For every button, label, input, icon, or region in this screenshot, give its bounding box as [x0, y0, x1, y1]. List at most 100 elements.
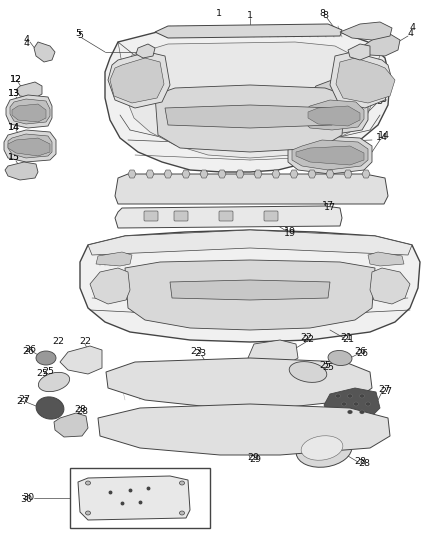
Polygon shape [272, 170, 280, 178]
Polygon shape [165, 105, 335, 128]
Polygon shape [8, 134, 52, 158]
Ellipse shape [342, 402, 346, 406]
Text: 4: 4 [23, 39, 29, 49]
Polygon shape [218, 170, 226, 178]
Polygon shape [290, 170, 298, 178]
Text: 25: 25 [319, 360, 331, 369]
Polygon shape [8, 138, 50, 156]
Polygon shape [155, 85, 345, 152]
Text: 15: 15 [8, 154, 20, 163]
Polygon shape [170, 280, 330, 300]
Polygon shape [360, 34, 400, 56]
Text: 12: 12 [10, 76, 22, 85]
Text: 30: 30 [20, 496, 32, 505]
Ellipse shape [365, 402, 371, 406]
Polygon shape [308, 106, 360, 126]
Polygon shape [54, 413, 88, 437]
Polygon shape [12, 104, 46, 122]
Polygon shape [362, 170, 370, 178]
Polygon shape [326, 170, 334, 178]
Text: 27: 27 [18, 395, 30, 405]
Text: 22: 22 [300, 334, 312, 343]
Polygon shape [370, 268, 410, 304]
Polygon shape [115, 174, 388, 204]
Polygon shape [340, 22, 392, 40]
Polygon shape [128, 170, 136, 178]
Ellipse shape [180, 511, 184, 515]
Text: 1: 1 [216, 10, 222, 19]
Ellipse shape [85, 511, 91, 515]
Text: 27: 27 [380, 387, 392, 397]
Text: 13: 13 [372, 98, 384, 107]
Text: 21: 21 [342, 335, 354, 344]
Text: 5: 5 [357, 69, 363, 78]
Ellipse shape [353, 402, 358, 406]
Ellipse shape [36, 351, 56, 365]
Polygon shape [308, 170, 316, 178]
Polygon shape [98, 404, 390, 455]
Polygon shape [254, 170, 262, 178]
Text: 21: 21 [340, 334, 352, 343]
Text: 17: 17 [324, 204, 336, 213]
Text: 25: 25 [36, 369, 48, 378]
Text: 25: 25 [42, 367, 54, 376]
Text: 14: 14 [8, 124, 20, 133]
Text: 28: 28 [76, 408, 88, 416]
Ellipse shape [360, 410, 364, 414]
Text: 25: 25 [322, 364, 334, 373]
Ellipse shape [180, 481, 184, 485]
FancyBboxPatch shape [174, 211, 188, 221]
Polygon shape [126, 42, 374, 158]
Text: 14: 14 [378, 132, 390, 141]
Ellipse shape [36, 397, 64, 419]
Polygon shape [344, 170, 352, 178]
Polygon shape [368, 252, 404, 266]
Text: 23: 23 [194, 350, 206, 359]
Polygon shape [348, 44, 370, 60]
Text: 28: 28 [358, 459, 370, 469]
FancyBboxPatch shape [144, 211, 158, 221]
Polygon shape [136, 44, 155, 58]
Polygon shape [106, 358, 372, 408]
Polygon shape [288, 136, 372, 174]
Polygon shape [330, 52, 392, 108]
Polygon shape [302, 100, 364, 130]
Text: 15: 15 [8, 154, 20, 163]
Text: 29: 29 [247, 454, 259, 463]
Text: 17: 17 [322, 201, 334, 211]
Polygon shape [80, 230, 420, 342]
Polygon shape [90, 268, 130, 304]
Text: 29: 29 [249, 456, 261, 464]
Polygon shape [78, 476, 190, 520]
Text: 14: 14 [376, 133, 388, 142]
Text: 5: 5 [77, 31, 83, 41]
Ellipse shape [360, 394, 364, 398]
Polygon shape [96, 252, 132, 266]
Text: 5: 5 [339, 71, 345, 80]
Polygon shape [6, 95, 52, 128]
Polygon shape [108, 52, 170, 108]
Text: 1: 1 [247, 12, 253, 20]
Text: 23: 23 [190, 348, 202, 357]
Polygon shape [155, 24, 342, 38]
Ellipse shape [336, 394, 340, 398]
Ellipse shape [347, 394, 353, 398]
Ellipse shape [347, 410, 353, 414]
Polygon shape [336, 58, 395, 103]
FancyBboxPatch shape [264, 211, 278, 221]
Text: 22: 22 [52, 337, 64, 346]
Text: 26: 26 [356, 350, 368, 359]
Text: 13: 13 [8, 90, 20, 99]
Polygon shape [164, 170, 172, 178]
Polygon shape [105, 28, 390, 172]
Text: 4: 4 [407, 29, 413, 38]
Text: 19: 19 [284, 230, 296, 238]
Polygon shape [324, 388, 380, 420]
Text: 8: 8 [322, 12, 328, 20]
Text: 26: 26 [24, 345, 36, 354]
Text: 13: 13 [376, 95, 388, 104]
Polygon shape [115, 206, 342, 228]
Ellipse shape [289, 361, 327, 382]
Polygon shape [312, 80, 362, 100]
Text: 14: 14 [8, 124, 20, 133]
